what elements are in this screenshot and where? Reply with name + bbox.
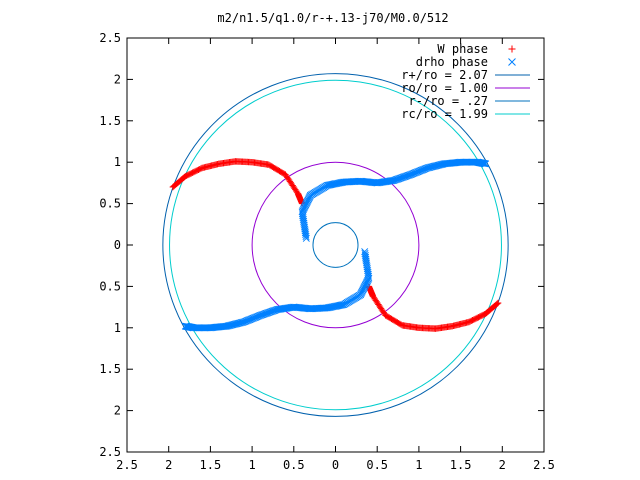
drho-phase-point xyxy=(298,210,306,218)
drho-phase-point xyxy=(365,272,373,280)
legend-label: r-/ro = .27 xyxy=(409,94,488,108)
chart-title: m2/n1.5/q1.0/r-+.13-j70/M0.0/512 xyxy=(217,11,448,25)
drho-phase-point xyxy=(256,311,264,319)
radius-circle xyxy=(162,73,509,417)
y-tick-label: 0 xyxy=(114,238,121,252)
x-tick-label: 2 xyxy=(165,458,172,472)
drho-phase-point xyxy=(407,171,415,179)
drho-phase-point xyxy=(482,160,490,168)
drho-phase-point xyxy=(253,313,261,321)
y-tick-label: 0.5 xyxy=(99,279,121,293)
drho-phase-point xyxy=(412,168,421,176)
legend-label: drho phase xyxy=(416,55,488,69)
drho-phase-point xyxy=(249,314,257,322)
phase-markers xyxy=(169,158,502,332)
y-tick-label: 2 xyxy=(114,72,121,86)
radius-circle xyxy=(251,161,420,329)
drho-phase-point xyxy=(416,167,424,175)
y-tick-label: 1.5 xyxy=(99,362,121,376)
drho-phase-point xyxy=(420,165,428,173)
drho-phase-point xyxy=(247,315,255,323)
w-phase-point xyxy=(494,300,501,307)
y-tick-label: 2.5 xyxy=(99,31,121,45)
legend-marker xyxy=(508,58,516,66)
x-tick-label: 0.5 xyxy=(366,458,388,472)
drho-phase-point xyxy=(408,170,416,178)
y-tick-label: 2 xyxy=(114,404,121,418)
x-tick-label: 2.5 xyxy=(116,458,138,472)
drho-phase-point xyxy=(243,317,251,325)
axis-ticks: 2.5 2 1.5 1 0.5 0 0.5 1 1.5 2 2.52.521.510.500.511… xyxy=(99,31,555,472)
drho-phase-point xyxy=(246,316,254,324)
drho-phase-point xyxy=(252,313,260,321)
legend-marker xyxy=(508,45,516,53)
drho-phase-point xyxy=(255,312,263,320)
x-tick-label: 1.5 xyxy=(450,458,472,472)
x-tick-label: 0 xyxy=(332,458,339,472)
y-tick-label: 1 xyxy=(114,321,121,335)
x-tick-label: 2 xyxy=(499,458,506,472)
drho-phase-point xyxy=(409,170,417,178)
legend-label: r+/ro = 2.07 xyxy=(401,68,488,82)
y-tick-label: 0.5 xyxy=(99,197,121,211)
y-tick-label: 1 xyxy=(114,155,121,169)
drho-phase-point xyxy=(250,314,259,322)
drho-phase-point xyxy=(410,169,418,177)
legend-label: W phase xyxy=(437,42,488,56)
radius-circle xyxy=(169,79,502,411)
y-tick-label: 1.5 xyxy=(99,114,121,128)
drho-phase-point xyxy=(417,166,425,174)
x-tick-label: 1.5 xyxy=(200,458,222,472)
x-tick-label: 2.5 xyxy=(533,458,555,472)
w-phase-point xyxy=(494,299,502,307)
drho-phase-point xyxy=(244,316,253,324)
legend-label: ro/ro = 1.00 xyxy=(401,81,488,95)
radius-circles xyxy=(162,73,509,417)
radius-circle xyxy=(312,222,359,268)
drho-phase-point xyxy=(414,168,422,176)
legend-label: rc/ro = 1.99 xyxy=(401,107,488,121)
drho-phase-point xyxy=(248,315,256,323)
x-tick-label: 1 xyxy=(248,458,255,472)
y-tick-label: 2.5 xyxy=(99,445,121,459)
x-tick-label: 0.5 xyxy=(283,458,305,472)
x-tick-label: 1 xyxy=(415,458,422,472)
drho-phase-point xyxy=(181,322,189,330)
drho-phase-point xyxy=(418,166,427,174)
drho-phase-point xyxy=(415,167,423,175)
drho-phase-point xyxy=(411,169,419,177)
drho-phase-point xyxy=(254,312,262,320)
